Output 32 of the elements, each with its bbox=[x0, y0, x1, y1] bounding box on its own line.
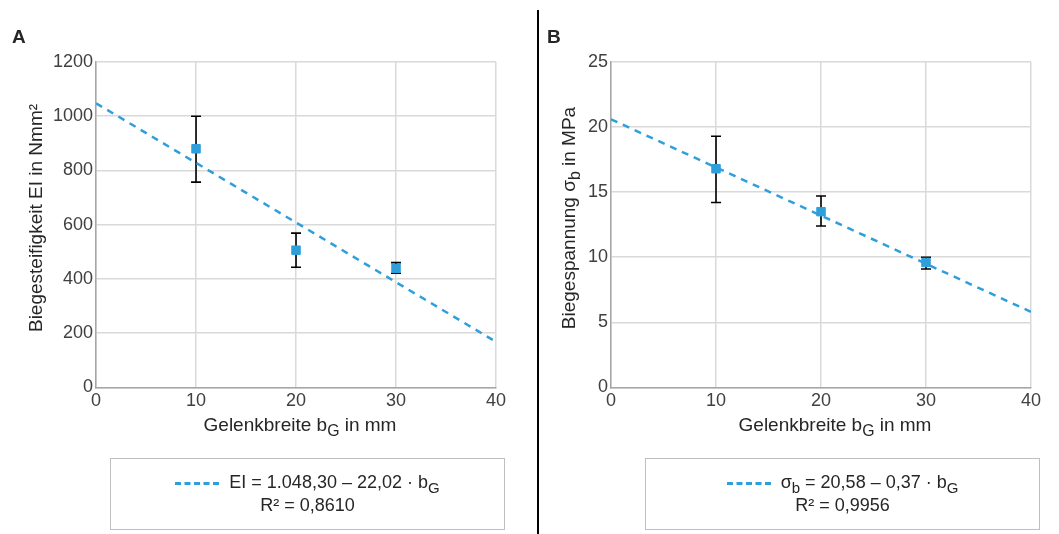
y-tick-label: 10 bbox=[587, 246, 609, 267]
y-tick-label: 1200 bbox=[53, 50, 94, 71]
y-tick-label: 600 bbox=[63, 213, 94, 234]
y-tick-label: 20 bbox=[587, 116, 609, 137]
y-tick-label: 15 bbox=[587, 181, 609, 202]
y-tick-label: 800 bbox=[63, 159, 94, 180]
y-axis-title: Biegesteifigkeit EI in Nmm² bbox=[25, 103, 47, 333]
y-tick-label: 5 bbox=[598, 311, 609, 332]
legend-label: σ$_{b}$ = 20,58 – 0,37 · b$_{G}$ bbox=[780, 471, 959, 496]
x-tick-label: 10 bbox=[706, 390, 727, 411]
x-tick-label: 10 bbox=[186, 390, 207, 411]
point bbox=[711, 163, 721, 174]
point bbox=[191, 144, 201, 154]
x-tick-label: 30 bbox=[386, 390, 407, 411]
text: R² = 0,9956 bbox=[795, 495, 890, 517]
y-tick-label: 400 bbox=[63, 267, 94, 288]
x-axis-title: Gelenkbreite b$_{G}$ in mm bbox=[738, 414, 932, 440]
chart-title: A bbox=[12, 26, 26, 48]
point bbox=[291, 245, 301, 255]
x-tick-label: 30 bbox=[915, 390, 937, 411]
point bbox=[816, 206, 826, 217]
y-tick-label: 200 bbox=[63, 322, 94, 343]
x-tick-label: 40 bbox=[1020, 390, 1042, 411]
x-axis-title: Gelenkbreite b$_{G}$ in mm bbox=[203, 414, 397, 440]
x-tick-label: 20 bbox=[286, 390, 307, 411]
chart-title: B bbox=[547, 26, 561, 48]
y-tick-label: 1000 bbox=[53, 105, 94, 126]
legend-label: EI = 1.048,30 – 22,02 · b$_{G}$ bbox=[229, 471, 440, 496]
text: R² = 0,8610 bbox=[260, 495, 355, 517]
y-tick-label: 25 bbox=[587, 50, 609, 71]
x-tick-label: 20 bbox=[811, 390, 832, 411]
x-tick-label: 40 bbox=[485, 390, 507, 411]
